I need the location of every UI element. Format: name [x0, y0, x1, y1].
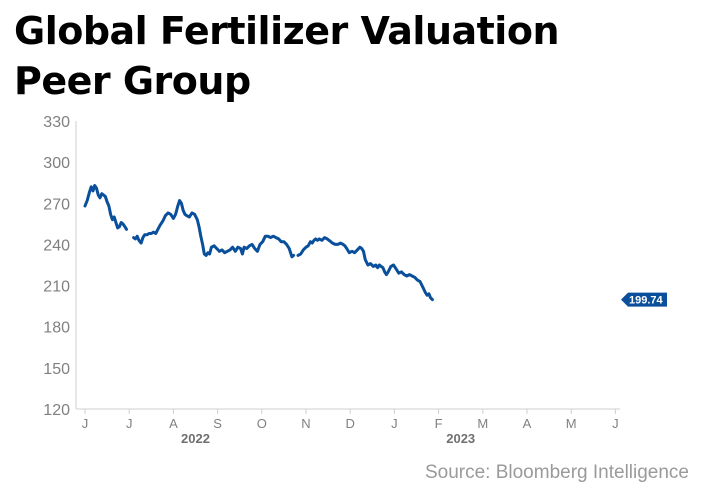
series-line [132, 199, 296, 259]
x-tick-label: M [566, 416, 577, 431]
series-line [83, 184, 128, 231]
y-tick-label: 300 [43, 155, 70, 172]
x-year-label: 2022 [181, 431, 210, 446]
chart-title-line-2: Peer Group [14, 59, 251, 103]
y-tick-label: 240 [43, 237, 70, 254]
x-tick-label: F [435, 416, 443, 431]
x-tick-label: J [126, 416, 133, 431]
x-tick-label: D [346, 416, 355, 431]
x-tick-label: A [523, 416, 532, 431]
x-tick-label: S [213, 416, 222, 431]
x-tick-label: A [169, 416, 178, 431]
x-tick-label: N [301, 416, 310, 431]
y-tick-label: 270 [43, 196, 70, 213]
y-tick-label: 150 [43, 361, 70, 378]
chart-title-line-1: Global Fertilizer Valuation [14, 9, 560, 53]
y-tick-label: 180 [43, 320, 70, 337]
source-note: Source: Bloomberg Intelligence [424, 462, 689, 483]
chart-title: Global Fertilizer Valuation Peer Group [14, 6, 614, 106]
last-value-label: 199.74 [629, 295, 664, 307]
x-tick-label: O [257, 416, 267, 431]
y-tick-label: 330 [43, 114, 70, 131]
x-tick-label: M [477, 416, 488, 431]
y-tick-label: 210 [43, 279, 70, 296]
x-tick-label: J [82, 416, 89, 431]
last-value-badge [621, 292, 667, 307]
x-year-label: 2023 [446, 431, 475, 446]
x-tick-label: J [391, 416, 398, 431]
y-tick-label: 120 [43, 402, 70, 419]
x-tick-label: J [612, 416, 619, 431]
series-line [296, 236, 434, 302]
